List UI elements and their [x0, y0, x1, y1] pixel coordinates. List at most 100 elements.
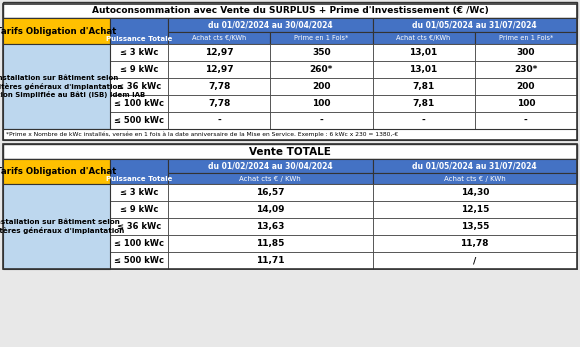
Text: 200: 200	[312, 82, 331, 91]
Text: 12,15: 12,15	[461, 205, 489, 214]
Bar	[3, 129, 577, 140]
Bar	[270, 32, 372, 44]
Bar	[372, 159, 577, 173]
Text: 100: 100	[312, 99, 331, 108]
Text: 7,81: 7,81	[412, 99, 435, 108]
Bar	[168, 32, 270, 44]
Bar	[372, 173, 577, 184]
Bar	[168, 78, 270, 95]
Text: -: -	[218, 116, 221, 125]
Bar	[3, 2, 577, 18]
Bar	[372, 78, 475, 95]
Bar	[475, 78, 577, 95]
Text: 11,78: 11,78	[461, 239, 489, 248]
Text: *Prime x Nombre de kWc installés, versée en 1 fois à la date anniversaire de la : *Prime x Nombre de kWc installés, versée…	[6, 132, 398, 137]
Bar	[372, 61, 475, 78]
Text: ≤ 3 kWc: ≤ 3 kWc	[120, 48, 158, 57]
Bar	[3, 44, 110, 129]
Text: 100: 100	[517, 99, 535, 108]
Text: ≤ 500 kWc: ≤ 500 kWc	[114, 116, 164, 125]
Text: 13,63: 13,63	[256, 222, 284, 231]
Text: Installation sur Bâtiment selon
critères généraux d'implantation
Intégration Sim: Installation sur Bâtiment selon critères…	[0, 75, 145, 98]
Text: P + Q: P + Q	[127, 187, 151, 196]
Bar	[110, 95, 168, 112]
Text: 7,81: 7,81	[412, 82, 435, 91]
Text: -: -	[524, 116, 528, 125]
Text: 12,97: 12,97	[205, 48, 233, 57]
Text: ≤ 100 kWc: ≤ 100 kWc	[114, 239, 164, 248]
Bar	[3, 184, 110, 269]
Text: Vente TOTALE: Vente TOTALE	[249, 146, 331, 156]
Text: 260*: 260*	[310, 65, 333, 74]
Bar	[110, 78, 168, 95]
Bar	[110, 252, 168, 269]
Text: ≤ 100 kWc: ≤ 100 kWc	[114, 99, 164, 108]
Text: Achat cts € / KWh: Achat cts € / KWh	[240, 176, 301, 181]
Text: 7,78: 7,78	[208, 99, 230, 108]
Bar	[168, 201, 372, 218]
Text: 200: 200	[517, 82, 535, 91]
Bar	[270, 95, 372, 112]
Bar	[372, 32, 475, 44]
Bar	[372, 218, 577, 235]
Bar	[168, 159, 372, 173]
Text: 230*: 230*	[514, 65, 538, 74]
Text: ≤ 36 kWc: ≤ 36 kWc	[117, 82, 161, 91]
Text: ≤ 9 kWc: ≤ 9 kWc	[120, 205, 158, 214]
Text: ≤ 3 kWc: ≤ 3 kWc	[120, 188, 158, 197]
Bar	[110, 18, 168, 44]
Text: 16,57: 16,57	[256, 188, 285, 197]
Text: Achat cts €/KWh: Achat cts €/KWh	[397, 35, 451, 41]
Bar	[3, 144, 577, 269]
Text: ≤ 500 kWc: ≤ 500 kWc	[114, 256, 164, 265]
Text: Puissance Totale: Puissance Totale	[106, 176, 172, 182]
Bar	[3, 144, 577, 159]
Text: Puissance Totale: Puissance Totale	[106, 35, 172, 42]
Bar	[372, 112, 475, 129]
Bar	[3, 159, 110, 184]
Bar	[372, 95, 475, 112]
Bar	[372, 18, 577, 32]
Bar	[475, 44, 577, 61]
Text: 14,09: 14,09	[256, 205, 285, 214]
Bar	[475, 95, 577, 112]
Bar	[168, 44, 270, 61]
Bar	[475, 112, 577, 129]
Bar	[168, 184, 372, 201]
Text: 13,55: 13,55	[461, 222, 489, 231]
Text: du 01/05/2024 au 31/07/2024: du 01/05/2024 au 31/07/2024	[412, 20, 537, 29]
Bar	[372, 201, 577, 218]
Text: ≤ 9 kWc: ≤ 9 kWc	[120, 65, 158, 74]
Bar	[110, 184, 168, 201]
Text: Installation sur Bâtiment selon
critères généraux d'implantation: Installation sur Bâtiment selon critères…	[0, 219, 124, 234]
Text: 300: 300	[517, 48, 535, 57]
Text: Tarifs Obligation d'Achat: Tarifs Obligation d'Achat	[0, 167, 117, 176]
Bar	[372, 252, 577, 269]
Bar	[372, 44, 475, 61]
Text: 350: 350	[312, 48, 331, 57]
Text: Achat cts €/KWh: Achat cts €/KWh	[192, 35, 246, 41]
Bar	[475, 61, 577, 78]
Bar	[475, 32, 577, 44]
Bar	[110, 112, 168, 129]
Text: Achat cts € / KWh: Achat cts € / KWh	[444, 176, 506, 181]
Text: du 01/05/2024 au 31/07/2024: du 01/05/2024 au 31/07/2024	[412, 161, 537, 170]
Text: Autoconsommation avec Vente du SURPLUS + Prime d'Investissement (€ /Wc): Autoconsommation avec Vente du SURPLUS +…	[92, 6, 488, 15]
Bar	[168, 18, 372, 32]
Text: /: /	[473, 256, 476, 265]
Bar	[110, 61, 168, 78]
Bar	[372, 235, 577, 252]
Text: 11,85: 11,85	[256, 239, 284, 248]
Bar	[168, 235, 372, 252]
Bar	[270, 44, 372, 61]
Bar	[270, 78, 372, 95]
Text: Tarifs Obligation d'Achat: Tarifs Obligation d'Achat	[0, 26, 117, 35]
Text: 11,71: 11,71	[256, 256, 285, 265]
Bar	[168, 173, 372, 184]
Bar	[270, 112, 372, 129]
Bar	[270, 61, 372, 78]
Text: 7,78: 7,78	[208, 82, 230, 91]
Bar	[110, 235, 168, 252]
Text: Prime en 1 Fois*: Prime en 1 Fois*	[294, 35, 349, 41]
Text: du 01/02/2024 au 30/04/2024: du 01/02/2024 au 30/04/2024	[208, 20, 332, 29]
